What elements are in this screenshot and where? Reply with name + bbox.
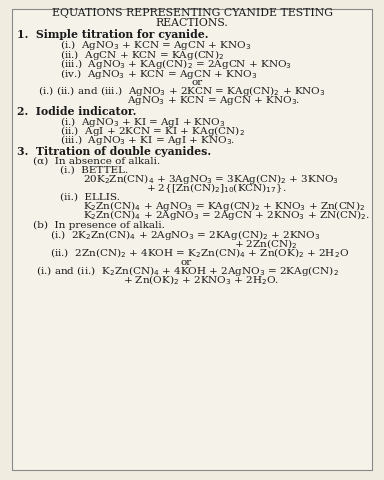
Text: (ii.)  AgCN + KCN = KAg(CN)$_2$: (ii.) AgCN + KCN = KAg(CN)$_2$ bbox=[60, 48, 223, 62]
Text: AgNO$_3$ + KCN = AgCN + KNO$_3$.: AgNO$_3$ + KCN = AgCN + KNO$_3$. bbox=[127, 94, 300, 107]
Text: (ii.)  2Zn(CN)$_2$ + 4KOH = K$_2$Zn(CN)$_4$ + Zn(OK)$_2$ + 2H$_2$O: (ii.) 2Zn(CN)$_2$ + 4KOH = K$_2$Zn(CN)$_… bbox=[50, 246, 349, 259]
Text: (i.) (ii.) and (iii.)  AgNO$_3$ + 2KCN = KAg(CN)$_2$ + KNO$_3$: (i.) (ii.) and (iii.) AgNO$_3$ + 2KCN = … bbox=[38, 84, 326, 98]
Text: (b)  In presence of alkali.: (b) In presence of alkali. bbox=[33, 221, 164, 229]
Text: EQUATIONS REPRESENTING CYANIDE TESTING: EQUATIONS REPRESENTING CYANIDE TESTING bbox=[51, 9, 333, 18]
Text: REACTIONS.: REACTIONS. bbox=[156, 18, 228, 27]
Text: or: or bbox=[192, 78, 203, 87]
Text: K$_2$Zn(CN)$_4$ + 2AgNO$_3$ = 2AgCN + 2KNO$_3$ + ZN(CN)$_2$.: K$_2$Zn(CN)$_4$ + 2AgNO$_3$ = 2AgCN + 2K… bbox=[83, 208, 369, 222]
Text: (iii.)  AgNO$_3$ + KAg(CN)$_2$ = 2AgCN + KNO$_3$: (iii.) AgNO$_3$ + KAg(CN)$_2$ = 2AgCN + … bbox=[60, 57, 291, 72]
Text: (α)  In absence of alkali.: (α) In absence of alkali. bbox=[33, 156, 160, 165]
Text: + 2Zn(CN)$_2$: + 2Zn(CN)$_2$ bbox=[234, 237, 298, 250]
Text: (ii.)  AgI + 2KCN = KI + KAg(CN)$_2$: (ii.) AgI + 2KCN = KI + KAg(CN)$_2$ bbox=[60, 123, 244, 138]
Text: K$_2$Zn(CN)$_4$ + AgNO$_3$ = KAg(CN)$_2$ + KNO$_3$ + Zn(CN)$_2$: K$_2$Zn(CN)$_4$ + AgNO$_3$ = KAg(CN)$_2$… bbox=[83, 199, 364, 213]
Text: 2.  Iodide indicator.: 2. Iodide indicator. bbox=[17, 106, 137, 117]
Text: (iv.)  AgNO$_3$ + KCN = AgCN + KNO$_3$: (iv.) AgNO$_3$ + KCN = AgCN + KNO$_3$ bbox=[60, 67, 257, 81]
Text: 1.  Simple titration for cyanide.: 1. Simple titration for cyanide. bbox=[17, 29, 209, 40]
Text: 20K$_2$Zn(CN)$_4$ + 3AgNO$_3$ = 3KAg(CN)$_2$ + 3KNO$_3$: 20K$_2$Zn(CN)$_4$ + 3AgNO$_3$ = 3KAg(CN)… bbox=[83, 171, 339, 186]
Text: (i.) and (ii.)  K$_2$Zn(CN)$_4$ + 4KOH + 2AgNO$_3$ = 2KAg(CN)$_2$: (i.) and (ii.) K$_2$Zn(CN)$_4$ + 4KOH + … bbox=[36, 264, 339, 278]
Text: (i.)  AgNO$_3$ + KCN = AgCN + KNO$_3$: (i.) AgNO$_3$ + KCN = AgCN + KNO$_3$ bbox=[60, 38, 251, 52]
Text: (i.)  BETTEL.: (i.) BETTEL. bbox=[60, 165, 128, 174]
Text: or: or bbox=[180, 257, 192, 266]
Text: (ii.)  ELLIS.: (ii.) ELLIS. bbox=[60, 192, 119, 201]
Text: + 2{[Zn(CN)$_2$]$_{10}$(KCN)$_{17}$}.: + 2{[Zn(CN)$_2$]$_{10}$(KCN)$_{17}$}. bbox=[146, 181, 286, 194]
Text: 3.  Titration of double cyanides.: 3. Titration of double cyanides. bbox=[17, 145, 212, 156]
Text: (iii.)  AgNO$_3$ + KI = AgI + KNO$_3$.: (iii.) AgNO$_3$ + KI = AgI + KNO$_3$. bbox=[60, 132, 235, 147]
Text: + Zn(OK)$_2$ + 2KNO$_3$ + 2H$_2$O.: + Zn(OK)$_2$ + 2KNO$_3$ + 2H$_2$O. bbox=[123, 273, 279, 287]
Text: (i.)  2K$_2$Zn(CN)$_4$ + 2AgNO$_3$ = 2KAg(CN)$_2$ + 2KNO$_3$: (i.) 2K$_2$Zn(CN)$_4$ + 2AgNO$_3$ = 2KAg… bbox=[50, 227, 321, 241]
Text: (i.)  AgNO$_3$ + KI = AgI + KNO$_3$: (i.) AgNO$_3$ + KI = AgI + KNO$_3$ bbox=[60, 114, 225, 129]
